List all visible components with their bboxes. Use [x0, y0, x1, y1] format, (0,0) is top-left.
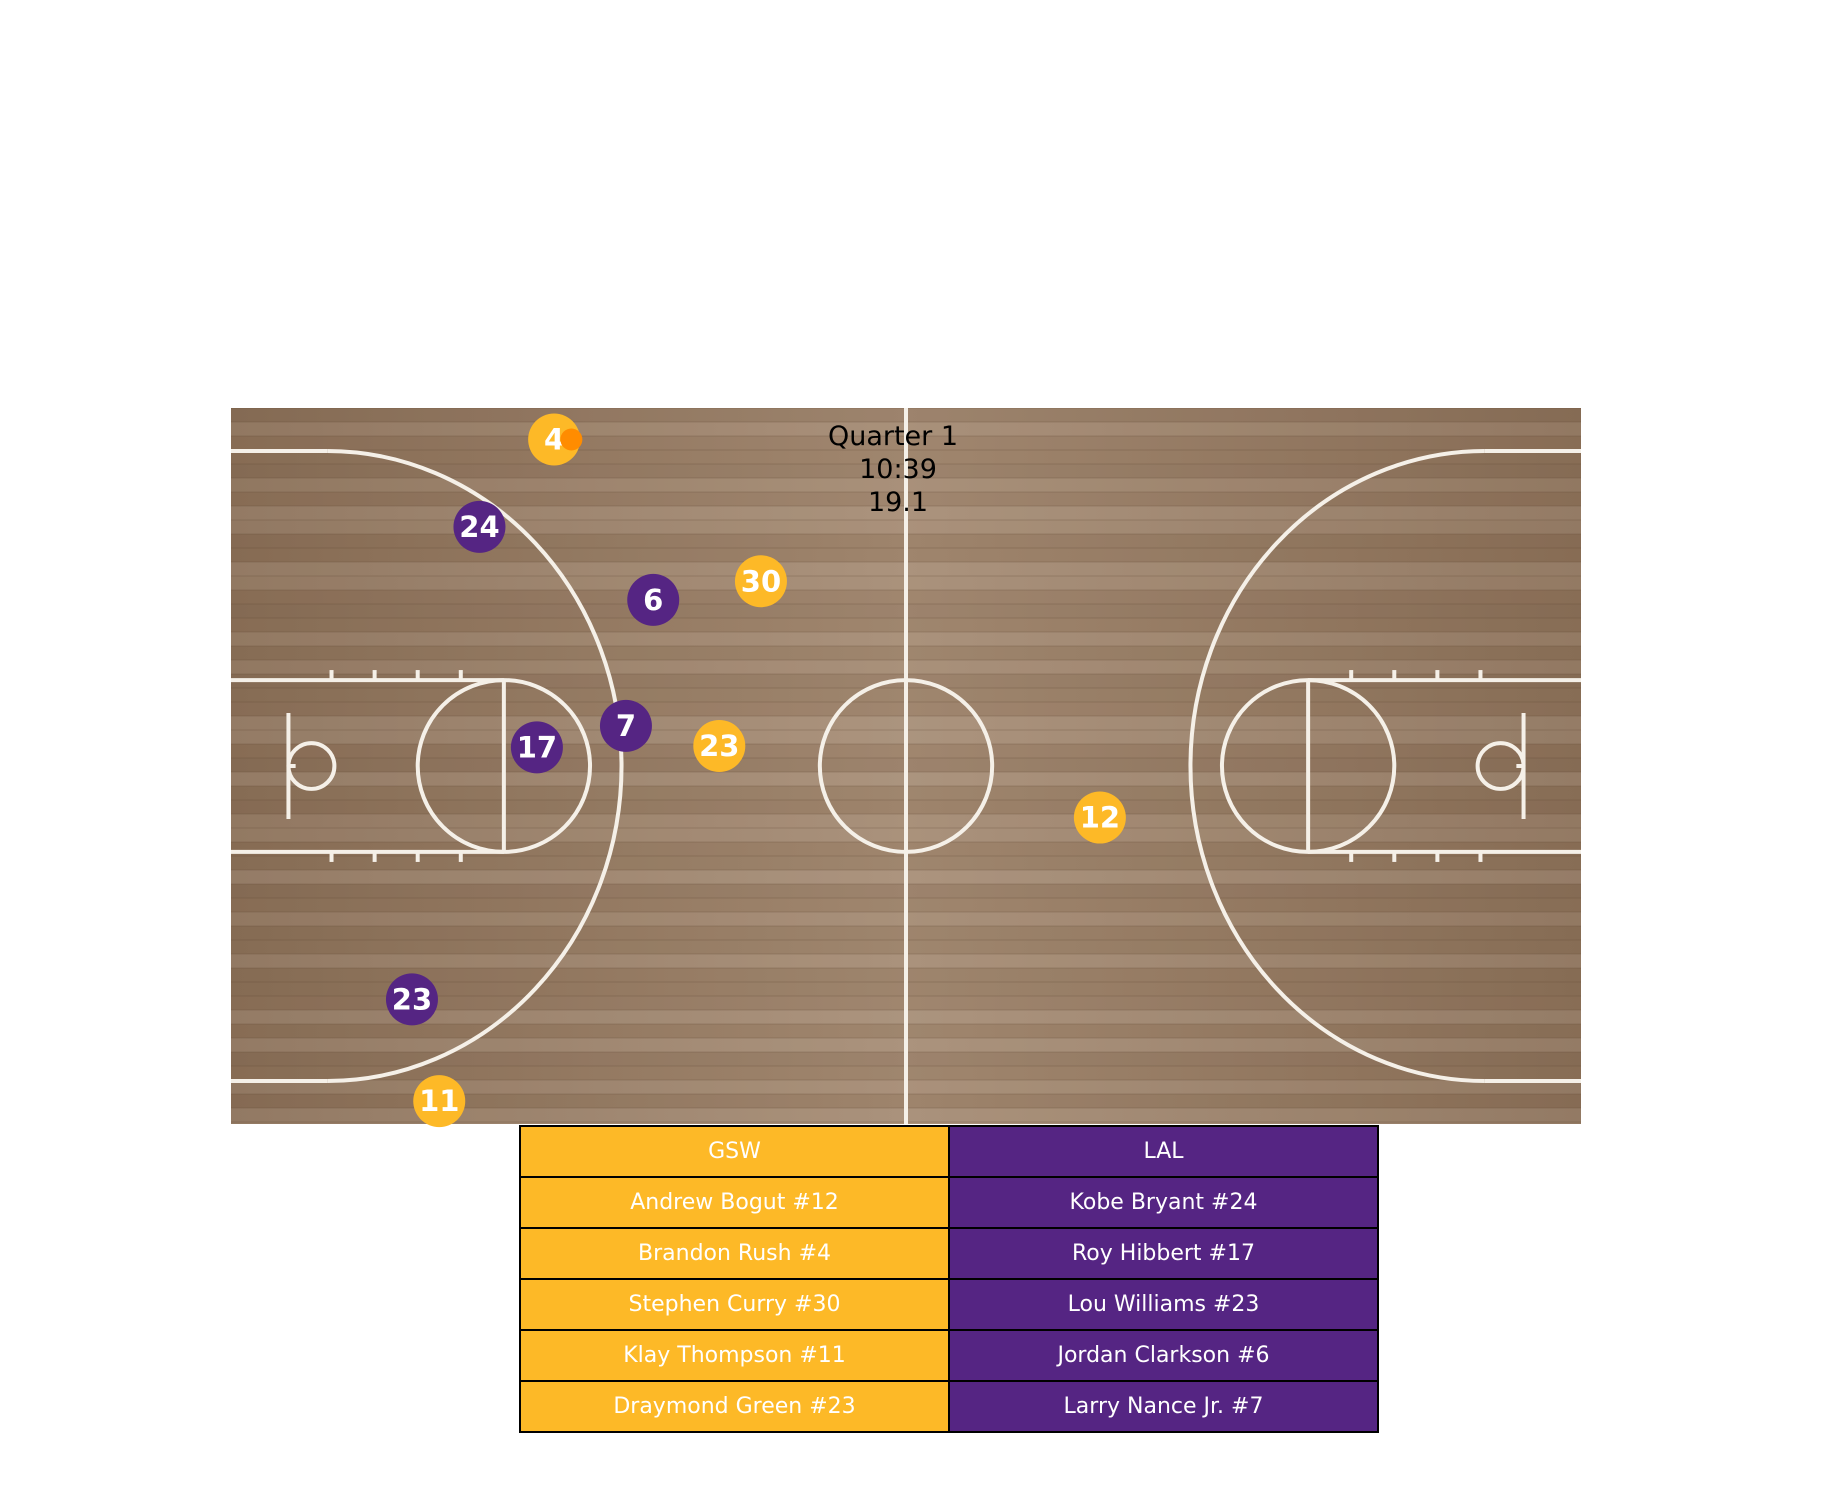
- away-player-dot: [599, 699, 652, 752]
- away-player-cell: Roy Hibbert #17: [948, 1227, 1379, 1280]
- jersey-number: 30: [741, 564, 781, 598]
- player-marker: 12: [1073, 791, 1126, 844]
- jersey-number: 24: [459, 510, 499, 544]
- player-marker: 30: [734, 555, 787, 608]
- roster-row: Klay Thompson #11 Jordan Clarkson #6: [519, 1329, 1379, 1382]
- player-marker: 4: [528, 413, 581, 466]
- away-player-dot: [510, 721, 563, 774]
- home-player-cell: Brandon Rush #4: [519, 1227, 950, 1280]
- player-marker: 23: [385, 973, 438, 1026]
- jersey-number: 4: [544, 423, 564, 457]
- court-lines: [231, 408, 1581, 1124]
- ball-layer: [560, 428, 583, 451]
- away-player-cell: Lou Williams #23: [948, 1278, 1379, 1331]
- player-marker: 24: [453, 500, 506, 553]
- away-player-dot: [385, 973, 438, 1026]
- home-player-dot: [528, 413, 581, 466]
- basketball: [560, 428, 583, 451]
- jersey-number: 17: [517, 730, 557, 764]
- player-marker: 23: [693, 719, 746, 772]
- roster-row: Stephen Curry #30 Lou Williams #23: [519, 1278, 1379, 1331]
- shot-clock: 19.1: [868, 487, 928, 518]
- roster-header-row: GSW LAL: [519, 1125, 1379, 1178]
- jersey-number: 23: [699, 729, 739, 763]
- home-player-cell: Andrew Bogut #12: [519, 1176, 950, 1229]
- away-player-dot: [453, 500, 506, 553]
- game-time: 10:39: [859, 454, 937, 485]
- away-player-cell: Kobe Bryant #24: [948, 1176, 1379, 1229]
- home-player-cell: Klay Thompson #11: [519, 1329, 950, 1382]
- home-team-header: GSW: [519, 1125, 950, 1178]
- home-player-cell: Stephen Curry #30: [519, 1278, 950, 1331]
- roster-row: Draymond Green #23 Larry Nance Jr. #7: [519, 1380, 1379, 1433]
- home-player-dot: [693, 719, 746, 772]
- home-player-dot: [734, 555, 787, 608]
- quarter-label: Quarter 1: [828, 421, 958, 452]
- away-player-cell: Jordan Clarkson #6: [948, 1329, 1379, 1382]
- player-marker: 11: [413, 1075, 466, 1128]
- player-marker: 6: [627, 573, 680, 626]
- players-layer: 4 24 6 30 7 17 23 12 23 11: [385, 413, 1126, 1128]
- jersey-number: 6: [643, 583, 663, 617]
- game-clock: Quarter 1 10:39 19.1: [828, 421, 958, 518]
- jersey-number: 7: [616, 709, 636, 743]
- roster-table: GSW LAL Andrew Bogut #12 Kobe Bryant #24…: [519, 1125, 1379, 1433]
- jersey-number: 23: [392, 982, 432, 1016]
- home-player-dot: [413, 1075, 466, 1128]
- away-player-dot: [627, 573, 680, 626]
- roster-row: Andrew Bogut #12 Kobe Bryant #24: [519, 1176, 1379, 1229]
- player-marker: 17: [510, 721, 563, 774]
- jersey-number: 11: [419, 1084, 459, 1118]
- player-marker: 7: [599, 699, 652, 752]
- away-player-cell: Larry Nance Jr. #7: [948, 1380, 1379, 1433]
- home-player-cell: Draymond Green #23: [519, 1380, 950, 1433]
- away-team-header: LAL: [948, 1125, 1379, 1178]
- roster-row: Brandon Rush #4 Roy Hibbert #17: [519, 1227, 1379, 1280]
- home-player-dot: [1073, 791, 1126, 844]
- jersey-number: 12: [1080, 801, 1120, 835]
